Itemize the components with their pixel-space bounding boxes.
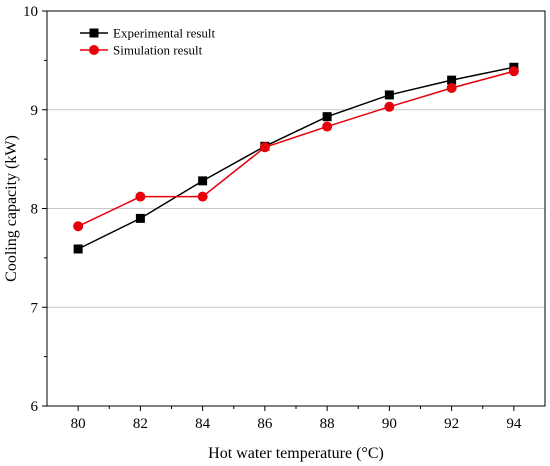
x-tick-label: 82 (133, 416, 148, 432)
legend-label: Simulation result (113, 43, 203, 58)
legend-item: Experimental result (80, 26, 216, 41)
x-tick-label: 88 (320, 416, 335, 432)
data-point (322, 112, 332, 122)
data-point (384, 90, 394, 100)
data-point (259, 142, 270, 153)
y-axis-title: Cooling capacity (kW) (3, 135, 20, 282)
data-point (322, 121, 333, 132)
x-axis: 80 82 84 86 88 90 92 94 (71, 406, 522, 432)
data-point (73, 244, 83, 254)
series-layer (73, 62, 519, 254)
x-tick-label: 90 (382, 416, 397, 432)
x-tick-label: 86 (257, 416, 273, 432)
x-tick-label: 92 (444, 416, 459, 432)
data-point (135, 213, 145, 223)
data-point (384, 101, 395, 112)
y-axis: 6 7 8 9 10 (23, 4, 47, 415)
legend-marker (89, 28, 99, 38)
legend: Experimental result Simulation result (80, 26, 216, 58)
series-line (77, 66, 515, 250)
data-point (447, 75, 457, 85)
data-point (446, 83, 457, 94)
series-1 (73, 66, 519, 232)
data-point (135, 191, 146, 202)
data-point (197, 191, 208, 202)
data-point (73, 221, 84, 232)
y-tick-label: 9 (31, 103, 39, 119)
x-tick-label: 84 (195, 416, 211, 432)
grid-lines (47, 109, 545, 308)
x-tick-label: 94 (506, 416, 522, 432)
y-tick-label: 8 (31, 202, 39, 218)
data-point (198, 176, 208, 186)
x-tick-label: 80 (71, 416, 86, 432)
legend-label: Experimental result (113, 26, 216, 41)
data-point (508, 66, 519, 77)
y-tick-label: 6 (31, 399, 39, 415)
y-tick-label: 7 (31, 300, 39, 316)
legend-item: Simulation result (80, 43, 203, 58)
legend-marker (89, 45, 99, 55)
y-tick-label: 10 (23, 4, 38, 20)
x-axis-title: Hot water temperature (°C) (208, 445, 384, 462)
series-line (77, 70, 515, 227)
